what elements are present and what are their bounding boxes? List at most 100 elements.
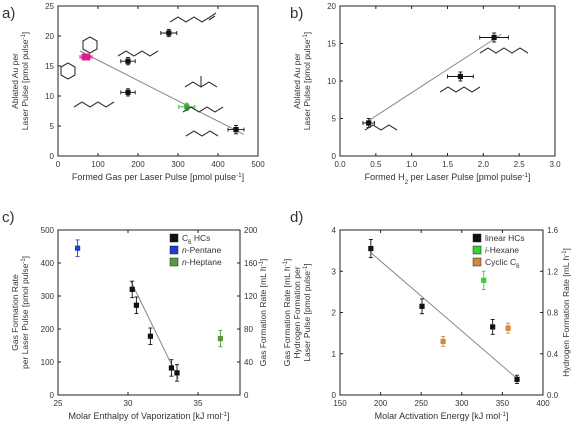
data-point (129, 286, 135, 292)
y-tick-label: 5 (332, 115, 337, 124)
x-tick-label: 400 (536, 399, 550, 408)
molecule-hexene-doublebond-icon (208, 15, 216, 21)
y2-tick-label: 160 (244, 259, 258, 268)
y-tick-label: 200 (41, 325, 55, 334)
y-tick-label: 10 (45, 92, 54, 101)
y-tick-label: 15 (327, 40, 336, 49)
panel-b-plot: 0.0 0.5 1.0 1.5 2.0 2.5 3.0 0 5 10 15 20 Formed H2 p… (292, 2, 561, 186)
y-axis-label: Laser Pulse [pmol pulse-1] (302, 263, 312, 361)
y-tick-label: 400 (41, 259, 55, 268)
y2-tick-label: 120 (244, 292, 258, 301)
plot-frame (57, 5, 259, 157)
legend-label: linear HCs (485, 233, 525, 243)
legend-swatch (472, 245, 482, 255)
molecule-n-hexane-3-icon (182, 106, 224, 113)
y-tick-label: 20 (327, 2, 336, 11)
x-tick-label: 30 (124, 399, 133, 408)
data-point (85, 54, 91, 60)
y-tick-label: 500 (41, 226, 55, 235)
legend-swatch (472, 233, 482, 243)
x-tick-label: 200 (374, 399, 388, 408)
y-tick-label: 5 (50, 122, 55, 131)
x-tick-label: 100 (91, 160, 105, 169)
panel-a: a) 0 100 200 300 400 500 0 5 10 15 20 25 Formed Gas … (2, 2, 265, 182)
fit-line (130, 280, 179, 379)
data-point (125, 58, 131, 64)
y2-tick-label: 1.6 (547, 226, 559, 235)
x-tick-label: 400 (211, 160, 225, 169)
y2-tick-label: 0.8 (547, 309, 559, 318)
x-tick-label: 1.0 (406, 160, 418, 169)
panel-d-plot: 150 200 250 300 350 400 0 1 2 3 4 0.0 0.4 0.8 1.2 1.6 Mo… (282, 226, 571, 421)
data-point (217, 335, 223, 342)
x-axis-label: Molar Activation Energy [kJ mol-1] (375, 411, 509, 422)
y2-axis-label: Gas Formation Rate [mL h-1] (258, 259, 268, 367)
data-point (440, 338, 446, 344)
y-tick-label: 15 (45, 62, 54, 71)
legend-label: i-Hexane (485, 245, 519, 255)
data-point (490, 324, 496, 330)
panel-label-c: c) (2, 209, 15, 226)
x-tick-label: 350 (496, 399, 510, 408)
y-axis-label: Hydrogen Formation per (292, 266, 302, 358)
legend-swatch (169, 233, 179, 243)
y2-tick-label: 80 (244, 325, 253, 334)
molecule-n-hexane-2-icon (73, 101, 115, 108)
y-tick-label: 300 (41, 292, 55, 301)
y2-tick-label: 200 (244, 226, 258, 235)
fit-line (370, 252, 518, 379)
molecule-n-hexane-b-icon (479, 47, 529, 54)
x-tick-label: 150 (333, 399, 347, 408)
x-tick-label: 35 (194, 399, 203, 408)
x-axis-label: Molar Enthalpy of Vaporization [kJ mol-1… (68, 411, 229, 422)
x-tick-label: 200 (131, 160, 145, 169)
data-point (481, 277, 487, 283)
y-tick-label: 0 (332, 152, 337, 161)
molecule-n-pentane-b-icon (439, 86, 481, 93)
y2-tick-label: 0.0 (547, 391, 559, 400)
y-tick-label: 0 (50, 152, 55, 161)
y-tick-label: 3 (332, 267, 337, 276)
x-tick-label: 2.0 (478, 160, 490, 169)
y2-axis-label: Hydrogen Formation Rate [mL h-1] (561, 248, 571, 377)
y-axis-label: Laser Pulse [pmol pulse-1] (302, 32, 312, 130)
y-axis-label: Gas Formation Rate [mL h-1] (282, 259, 292, 367)
y2-tick-label: 0.4 (547, 350, 559, 359)
x-axis-label: Formed H2 per Laser Pulse [pmol pulse-1] (365, 172, 531, 186)
x-tick-label: 3.0 (549, 160, 561, 169)
x-tick-label: 25 (54, 399, 63, 408)
data-point (168, 365, 174, 371)
x-axis-label: Formed Gas per Laser Pulse [pmol pulse-1… (72, 172, 244, 183)
data-point (184, 104, 190, 110)
data-point (75, 245, 81, 251)
legend-label: n-Heptane (182, 257, 222, 267)
panel-d: d) 150 200 250 300 350 400 0 1 2 3 4 0.0 0.4 0.8 1.2 1.… (282, 209, 571, 421)
panel-c: c) 25 30 35 0 100 200 300 400 500 0 40 80 120 160 200 M… (2, 209, 268, 421)
x-tick-label: 0.5 (370, 160, 382, 169)
panel-label-d: d) (290, 209, 303, 226)
x-tick-label: 2.5 (514, 160, 526, 169)
data-point (166, 30, 172, 36)
y-axis-label: Ablated Au per (10, 53, 20, 109)
y2-tick-label: 40 (244, 358, 253, 367)
fit-line (364, 34, 502, 124)
panel-label-a: a) (2, 5, 15, 22)
data-point (147, 333, 153, 339)
y-axis-label: per Laser Pulse [pmol pulse-1] (20, 256, 30, 369)
data-point (133, 302, 139, 308)
x-tick-label: 300 (171, 160, 185, 169)
y2-tick-label: 0 (244, 391, 249, 400)
y-axis-label: Laser Pulse [pmol pulse-1] (20, 32, 30, 130)
y-tick-label: 25 (45, 2, 54, 11)
x-tick-label: 1.5 (442, 160, 454, 169)
data-point (419, 303, 425, 309)
y-tick-label: 0 (332, 391, 337, 400)
plot-frame (339, 5, 556, 157)
data-point (505, 325, 511, 331)
molecule-n-pentane-icon (185, 130, 219, 137)
fit-line (79, 50, 245, 135)
y-axis-label: Gas Formation Rate (10, 274, 20, 351)
x-tick-label: 0.0 (334, 160, 346, 169)
molecule-n-butane-b-icon (364, 124, 398, 131)
